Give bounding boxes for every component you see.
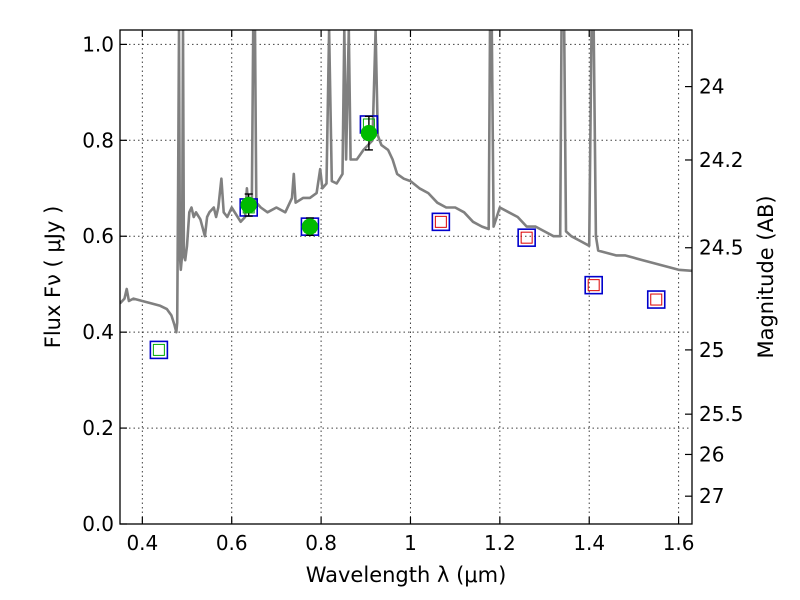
y-tick-label: 0.2	[82, 416, 114, 440]
y-tick-label: 1.0	[82, 32, 114, 56]
x-tick-label: 1.4	[573, 531, 605, 555]
model-box-marker	[431, 212, 451, 232]
x-tick-label: 0.8	[305, 531, 337, 555]
y-tick-label: 0.8	[82, 128, 114, 152]
right-tick-label: 25.5	[699, 402, 744, 426]
model-box-inner	[152, 343, 165, 356]
ticks	[120, 30, 692, 525]
tick-labels: 0.4 0.6 0.8 1 1.2 1.4 1.6 0.0 0.2 0.4 0.6 0.8 1.0 24 2…	[82, 32, 743, 555]
plot-frame	[119, 29, 693, 525]
model-box-inner	[587, 279, 600, 292]
y-tick-label: 0.0	[82, 512, 114, 536]
right-tick-label: 24.2	[699, 148, 744, 172]
model-box-inner	[650, 293, 663, 306]
x-tick-label: 0.6	[216, 531, 248, 555]
observed-point	[301, 218, 319, 235]
x-tick-label: 1.6	[663, 531, 695, 555]
grid	[120, 30, 692, 525]
right-tick-label: 24.5	[699, 236, 744, 260]
model-box-inner	[520, 231, 533, 244]
spectrum-layer	[120, 30, 692, 334]
right-tick-label: 27	[699, 484, 724, 508]
observed-point	[240, 196, 257, 214]
right-tick-label: 25	[699, 338, 724, 362]
model-spectrum-line	[120, 30, 692, 334]
model-boxes-layer	[149, 115, 666, 360]
model-box-marker	[517, 228, 536, 247]
y-tick-label: 0.6	[82, 224, 114, 248]
x-tick-label: 1	[404, 531, 417, 555]
y-axis-label: Flux Fν ( μJy )	[41, 206, 65, 349]
model-box-inner	[434, 215, 447, 228]
observed-point	[360, 124, 378, 142]
x-tick-label: 0.4	[126, 531, 158, 555]
right-tick-label: 26	[699, 442, 724, 466]
right-axis-label: Magnitude (AB)	[754, 195, 778, 358]
right-tick-label: 24	[699, 75, 724, 99]
x-axis-label: Wavelength λ (μm)	[306, 563, 507, 587]
model-box-marker	[149, 340, 169, 360]
y-tick-label: 0.4	[82, 320, 114, 344]
x-tick-label: 1.2	[484, 531, 516, 555]
model-box-marker	[584, 275, 603, 295]
observed-points-layer	[240, 115, 378, 236]
model-box-marker	[646, 290, 666, 309]
